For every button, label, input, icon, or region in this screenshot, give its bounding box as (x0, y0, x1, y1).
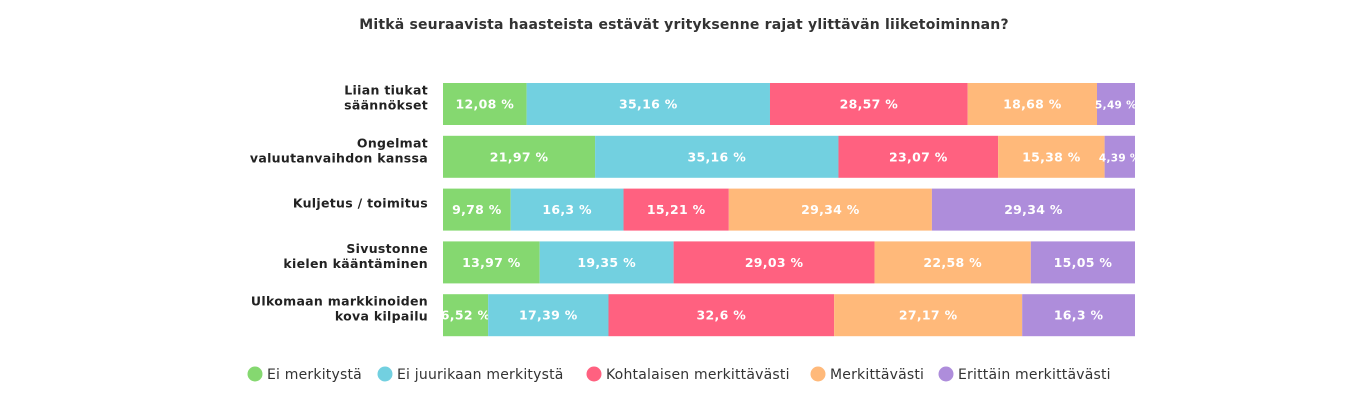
legend-label: Merkittävästi (830, 367, 924, 383)
bar-value-label: 13,97 % (462, 255, 521, 270)
category-label: valuutanvaihdon kanssa (250, 150, 428, 165)
bar-segment (443, 83, 527, 125)
bar-segment (443, 188, 511, 231)
legend-item: Kohtalaisen merkittävästi (586, 366, 790, 383)
bars: 12,08 % 35,16 % 28,57 % 18,68 % 5,49 % 21,97 … (441, 83, 1141, 337)
bar-segment (443, 241, 540, 284)
bar-segment (488, 294, 609, 337)
bar-segment (526, 83, 770, 125)
legend-marker (586, 366, 602, 382)
bar-segment (874, 241, 1031, 284)
legend-label: Kohtalaisen merkittävästi (606, 367, 790, 383)
category-label: Sivustonne (346, 241, 428, 256)
bar-value-label: 22,58 % (923, 255, 982, 270)
chart-title: Mitkä seuraavista haasteista estävät yri… (359, 17, 1009, 33)
bar-segment (510, 188, 624, 231)
category-label: säännökset (344, 98, 428, 113)
bar-segment (769, 83, 968, 125)
bar-row: 21,97 % 35,16 % 23,07 % 15,38 % 4,39 % (443, 135, 1141, 178)
bar-segment (1022, 294, 1135, 337)
bar-value-label: 17,39 % (519, 308, 578, 323)
bar-value-label: 27,17 % (899, 308, 958, 323)
bar-segment (1104, 135, 1135, 178)
bar-segment (443, 294, 489, 337)
legend-item: Erittäin merkittävästi (938, 366, 1111, 383)
bar-value-label: 23,07 % (889, 149, 948, 164)
legend: Ei merkitystä Ei juurikaan merkitystä Koht… (247, 366, 1111, 383)
legend-label: Ei merkitystä (267, 367, 362, 383)
bar-segment (967, 83, 1097, 125)
bar-value-label: 12,08 % (456, 97, 515, 112)
bar-segment (1097, 83, 1135, 125)
bar-row: 13,97 % 19,35 % 29,03 % 22,58 % 15,05 % (443, 241, 1135, 284)
legend-marker (377, 366, 393, 382)
bar-segment (608, 294, 835, 337)
legend-marker (938, 366, 954, 382)
bar-row: 9,78 % 16,3 % 15,21 % 29,34 % 29,34 % (443, 188, 1135, 231)
bar-segment (838, 135, 999, 178)
bar-value-label: 29,03 % (745, 255, 804, 270)
bar-row: 12,08 % 35,16 % 28,57 % 18,68 % 5,49 % (443, 83, 1137, 125)
bar-segment (443, 135, 596, 178)
category-label: Liian tiukat (344, 83, 428, 98)
category-label: kova kilpailu (335, 309, 428, 324)
bar-segment (623, 188, 729, 231)
category-label: Ongelmat (357, 135, 428, 150)
bar-value-label: 9,78 % (452, 202, 502, 217)
bar-value-label: 16,3 % (1054, 308, 1104, 323)
bar-value-label: 15,05 % (1054, 255, 1113, 270)
bar-segment (931, 188, 1135, 231)
bar-value-label: 28,57 % (840, 97, 899, 112)
category-label: kielen kääntäminen (283, 256, 428, 271)
legend-item: Merkittävästi (810, 366, 924, 383)
bar-value-label: 16,3 % (542, 202, 592, 217)
bar-segment (834, 294, 1023, 337)
bar-value-label: 6,52 % (441, 308, 491, 323)
bar-value-label: 29,34 % (801, 202, 860, 217)
bar-value-label: 32,6 % (697, 308, 747, 323)
bar-value-label: 5,49 % (1095, 100, 1137, 112)
legend-item: Ei juurikaan merkitystä (377, 366, 564, 383)
bar-segment (673, 241, 875, 284)
bar-value-label: 15,38 % (1022, 149, 1081, 164)
bar-segment (539, 241, 674, 284)
legend-label: Ei juurikaan merkitystä (397, 367, 564, 383)
bar-value-label: 15,21 % (647, 202, 706, 217)
bar-value-label: 4,39 % (1099, 152, 1141, 164)
legend-label: Erittäin merkittävästi (958, 367, 1111, 383)
bar-segment (1030, 241, 1135, 284)
bar-value-label: 35,16 % (688, 149, 747, 164)
bar-segment (595, 135, 839, 178)
legend-item: Ei merkitystä (247, 366, 362, 383)
category-label: Kuljetus / toimitus (293, 196, 428, 211)
legend-marker (247, 366, 263, 382)
bar-segment (998, 135, 1105, 178)
bar-value-label: 19,35 % (577, 255, 636, 270)
bar-value-label: 18,68 % (1003, 97, 1062, 112)
legend-marker (810, 366, 826, 382)
bar-row: 6,52 % 17,39 % 32,6 % 27,17 % 16,3 % (441, 294, 1135, 337)
bar-value-label: 35,16 % (619, 97, 678, 112)
bar-segment (728, 188, 932, 231)
bar-value-label: 21,97 % (490, 149, 549, 164)
category-label: Ulkomaan markkinoiden (251, 294, 428, 309)
bar-value-label: 29,34 % (1004, 202, 1063, 217)
